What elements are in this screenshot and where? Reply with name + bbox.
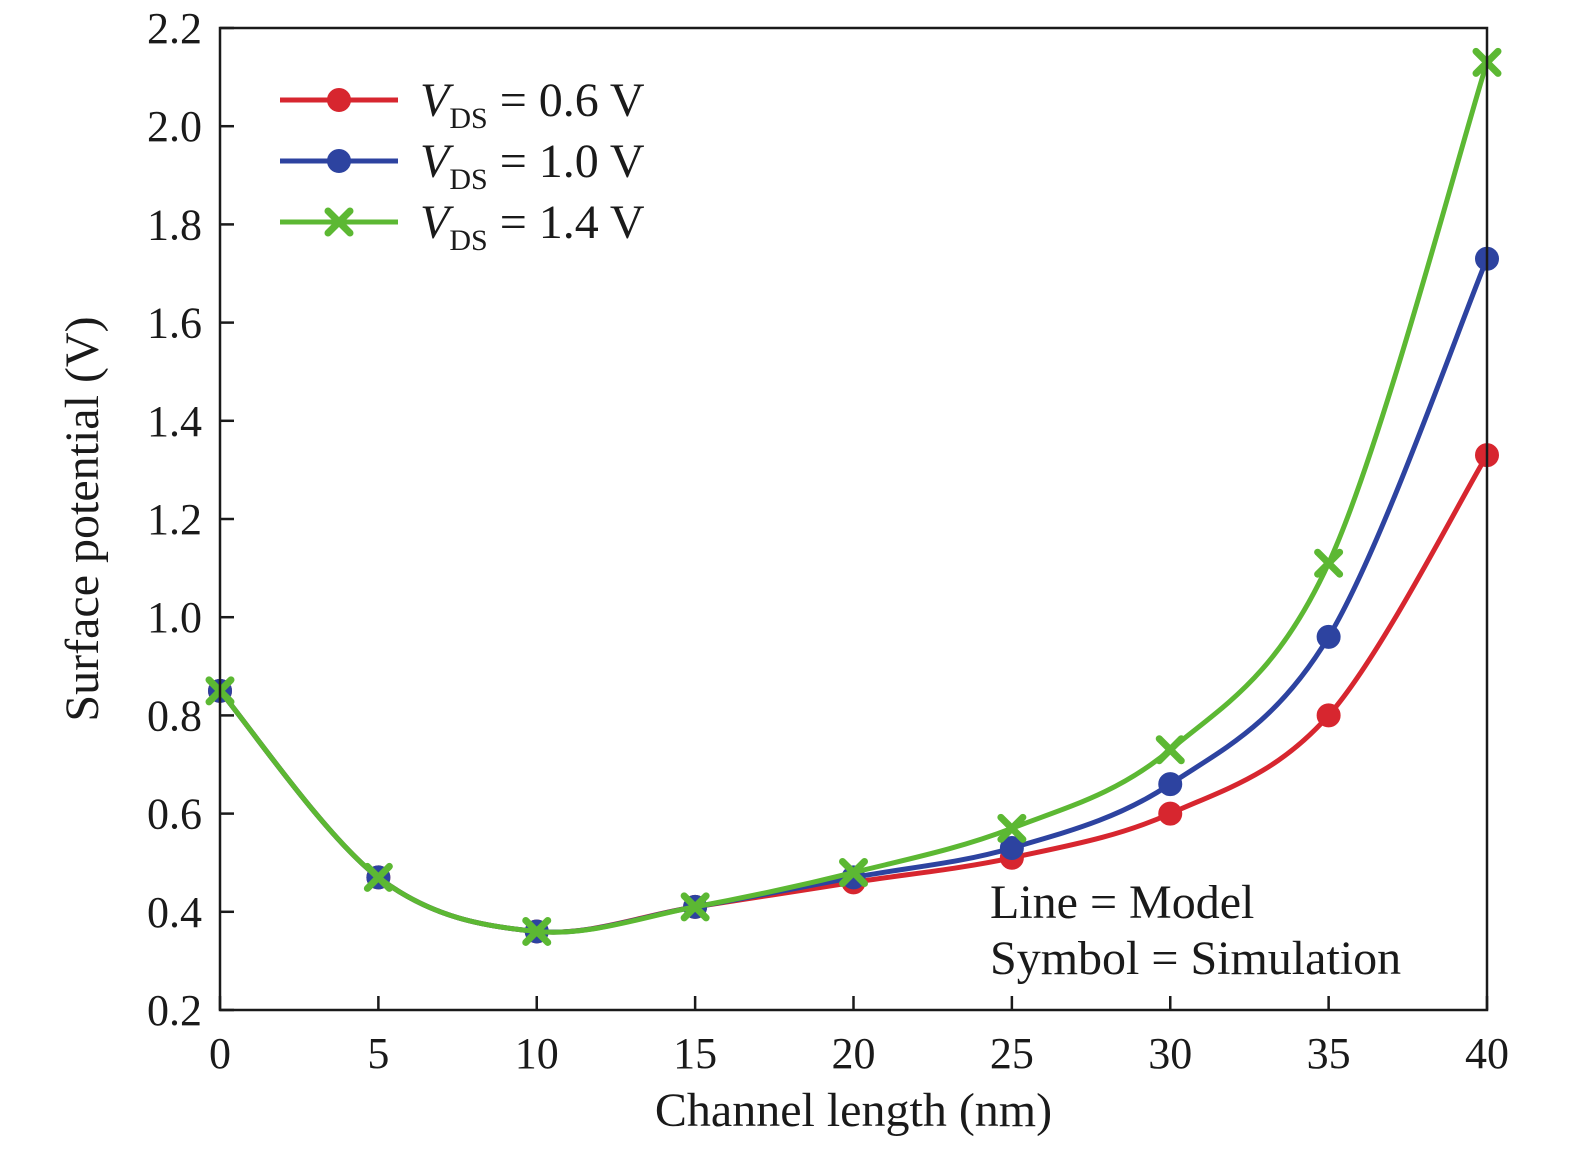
legend-marker [327, 149, 351, 173]
legend-marker [324, 207, 354, 237]
data-point [839, 858, 868, 888]
x-tick-label: 15 [673, 1029, 717, 1078]
data-point [1158, 772, 1183, 797]
data-point [680, 892, 710, 922]
data-point [1155, 735, 1185, 765]
x-marker-stroke [522, 916, 552, 946]
x-tick-label: 20 [832, 1029, 876, 1078]
legend-label: VDS = 0.6 V [420, 74, 645, 135]
y-tick-label: 1.4 [147, 397, 202, 446]
data-point [999, 835, 1024, 860]
ticks-layer: 0 5 10 15 20 25 30 35 40 0.2 0.4 0.6 0.8 1.0 1.2 1.4 1.6… [147, 4, 1509, 1078]
legend-label-subscript: DS [449, 102, 487, 135]
y-tick-label: 0.8 [147, 691, 202, 740]
x-marker-stroke [680, 892, 710, 922]
y-tick-label: 1.0 [147, 593, 202, 642]
legend-label-subscript: DS [449, 224, 487, 257]
series-3 [205, 47, 1502, 946]
x-marker-stroke [324, 207, 354, 237]
legend-item-2: VDS = 1.0 V [280, 135, 645, 196]
y-tick-label: 1.2 [147, 495, 202, 544]
legend-label-value: = 1.4 V [488, 196, 645, 249]
y-tick-label: 0.2 [147, 986, 202, 1035]
x-tick-label: 0 [209, 1029, 231, 1078]
x-tick-label: 35 [1307, 1029, 1351, 1078]
y-tick-label: 2.0 [147, 102, 202, 151]
x-tick-label: 30 [1148, 1029, 1192, 1078]
series-layer [205, 47, 1502, 946]
legend-label: VDS = 1.0 V [420, 135, 645, 196]
series-line-3 [217, 59, 1490, 935]
data-point [1314, 548, 1344, 578]
data-point [363, 862, 393, 892]
data-point [522, 916, 552, 946]
x-tick-label: 10 [515, 1029, 559, 1078]
x-marker-stroke [1155, 735, 1185, 765]
legend-label-subscript: DS [449, 163, 487, 196]
y-tick-label: 0.4 [147, 888, 202, 937]
legend-label: VDS = 1.4 V [420, 196, 645, 257]
data-point [1316, 703, 1341, 728]
y-tick-label: 2.2 [147, 4, 202, 53]
data-point [1158, 801, 1183, 826]
legend-label-symbol: V [420, 135, 454, 188]
legend-label-value: = 0.6 V [488, 74, 645, 127]
annotation-symbol-simulation: Symbol = Simulation [990, 932, 1401, 985]
legend-label-symbol: V [420, 74, 454, 127]
annotation-line-model: Line = Model [990, 876, 1254, 929]
y-tick-label: 1.8 [147, 200, 202, 249]
x-marker-stroke [997, 813, 1027, 843]
x-tick-label: 25 [990, 1029, 1034, 1078]
x-marker-stroke [839, 858, 868, 888]
y-axis-title: Surface potential (V) [56, 316, 109, 721]
data-point [1316, 624, 1341, 649]
legend-label-symbol: V [420, 196, 454, 249]
legend-item-3: VDS = 1.4 V [280, 196, 645, 257]
x-axis-title: Channel length (nm) [655, 1084, 1052, 1137]
x-tick-label: 5 [367, 1029, 389, 1078]
legend-marker [327, 88, 351, 112]
data-point [997, 813, 1027, 843]
x-marker-stroke [1314, 548, 1344, 578]
y-tick-label: 0.6 [147, 790, 202, 839]
x-marker-stroke [363, 862, 393, 892]
legend-label-value: = 1.0 V [488, 135, 645, 188]
x-tick-label: 40 [1465, 1029, 1509, 1078]
legend-item-1: VDS = 0.6 V [280, 74, 645, 135]
y-tick-label: 1.6 [147, 299, 202, 348]
